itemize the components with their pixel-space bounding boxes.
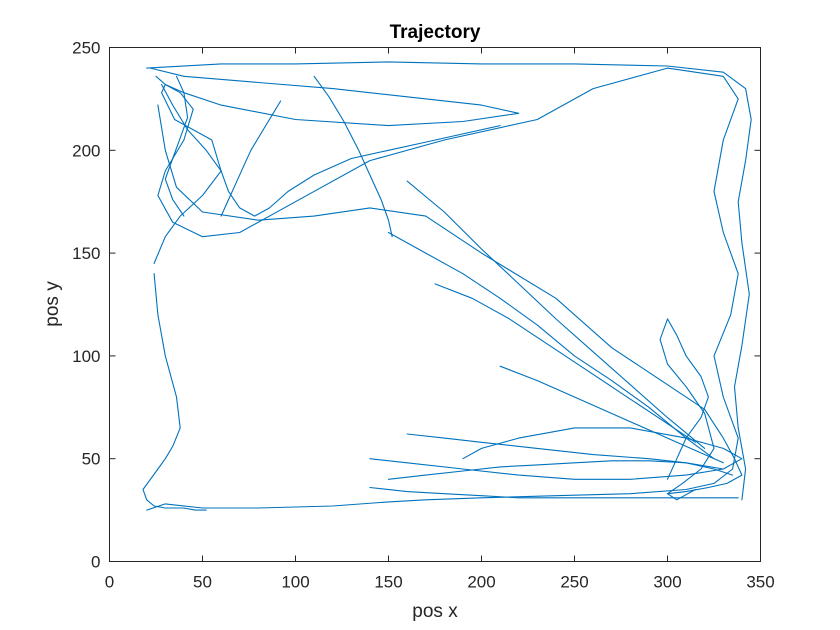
trajectory-segment-13 (406, 180, 706, 449)
trajectory-segment-5 (161, 83, 501, 217)
trajectory-segment-6 (142, 273, 207, 511)
x-tick-label: 350 (746, 573, 774, 592)
x-tick-label: 150 (374, 573, 402, 592)
y-tick-label: 150 (72, 244, 100, 263)
x-tick-label: 0 (105, 573, 114, 592)
x-tick-label: 50 (193, 573, 212, 592)
trajectory-segment-1 (146, 67, 739, 511)
x-axis-label: pos x (412, 601, 458, 622)
trajectory-segment-14 (434, 283, 696, 443)
trajectory-segment-2 (149, 67, 520, 264)
chart-title: Trajectory (390, 22, 481, 43)
trajectory-segment-11 (659, 318, 715, 501)
x-axis: 0 50 100 150 200 250 300 350 (105, 47, 775, 592)
y-tick-label: 0 (91, 553, 100, 572)
trajectory-segment-7 (369, 427, 743, 480)
trajectory-segment-17 (313, 75, 393, 238)
plot-area-background (109, 47, 761, 562)
x-tick-label: 300 (653, 573, 681, 592)
trajectory-segment-4 (157, 104, 743, 495)
y-tick-label: 50 (82, 450, 101, 469)
trajectory-segment-15 (499, 365, 724, 464)
y-tick-label: 200 (72, 141, 100, 160)
trajectory-segment-3 (146, 61, 752, 501)
plot-area-frame (109, 47, 761, 562)
x-tick-label: 250 (560, 573, 588, 592)
trajectory-segment-12 (387, 231, 715, 460)
x-tick-label: 100 (281, 573, 309, 592)
trajectory-lines (142, 61, 752, 511)
y-axis: 0 50 100 150 200 250 (72, 39, 761, 572)
y-tick-label: 100 (72, 347, 100, 366)
y-tick-label: 250 (72, 39, 100, 58)
y-axis-label: pos y (42, 281, 63, 327)
trajectory-segment-16 (220, 100, 282, 217)
trajectory-segment-18 (164, 75, 189, 217)
trajectory-segment-10 (406, 433, 724, 470)
x-tick-label: 200 (467, 573, 495, 592)
